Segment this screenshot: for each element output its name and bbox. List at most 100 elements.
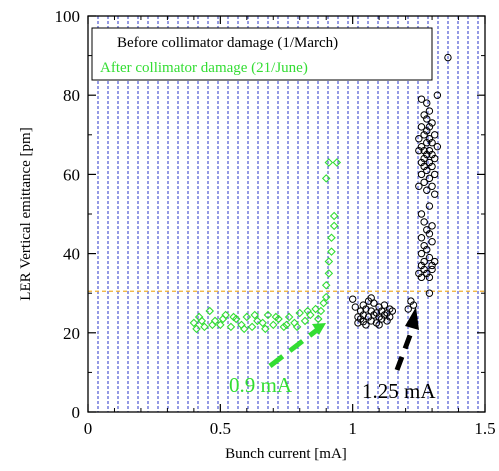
vertical-grid-lines — [97, 16, 479, 412]
data-point-after — [324, 158, 334, 167]
data-point-before — [425, 289, 434, 297]
data-point-after — [321, 174, 331, 183]
data-point-before — [444, 53, 452, 62]
annotation-arrowhead-1-25ma — [405, 307, 419, 330]
data-point-before — [420, 218, 428, 226]
annotation-0-9ma: 0.9 mA — [229, 323, 326, 397]
data-point-before — [425, 230, 434, 238]
data-point-before — [428, 119, 436, 127]
data-point-before — [425, 253, 434, 262]
data-point-before — [425, 273, 434, 282]
data-point-after — [205, 306, 215, 316]
data-point-before — [359, 318, 367, 326]
data-point-before — [417, 123, 426, 131]
series-after-damage — [189, 158, 342, 334]
data-point-after — [197, 316, 207, 326]
data-point-before — [431, 257, 439, 266]
series-before-damage — [348, 53, 452, 329]
y-tick-label: 0 — [72, 403, 81, 422]
data-point-before — [428, 265, 436, 274]
data-point-after — [242, 312, 252, 322]
data-point-after — [303, 306, 312, 316]
data-point-before — [423, 99, 431, 107]
y-tick-label: 100 — [55, 7, 81, 26]
data-point-after — [192, 324, 201, 334]
data-point-before — [417, 249, 426, 258]
data-point-before — [428, 238, 436, 246]
data-point-after — [329, 211, 339, 221]
data-point-after — [329, 221, 339, 231]
data-point-before — [431, 190, 439, 198]
data-point-before — [388, 307, 397, 315]
data-point-after — [261, 324, 270, 334]
legend-label-after: After collimator damage (21/June) — [100, 60, 308, 76]
data-point-after — [274, 314, 283, 324]
data-point-before — [423, 245, 431, 254]
data-point-after — [231, 314, 241, 324]
data-point-before — [380, 301, 389, 309]
data-point-after — [239, 324, 249, 334]
data-point-before — [431, 170, 439, 179]
data-point-after — [319, 298, 328, 308]
data-point-before — [417, 273, 426, 282]
legend-box — [91, 27, 433, 81]
data-point-after — [327, 247, 336, 256]
data-point-before — [351, 303, 360, 311]
data-point-after — [295, 308, 305, 318]
data-point-after — [316, 306, 326, 316]
x-tick-label: 0 — [84, 419, 93, 438]
data-point-after — [300, 316, 310, 326]
data-point-before — [428, 222, 436, 230]
data-point-before — [431, 154, 439, 163]
data-point-after — [189, 318, 199, 328]
data-point-before — [409, 301, 418, 309]
data-point-after — [311, 304, 320, 314]
data-point-before — [425, 107, 434, 115]
data-point-before — [428, 162, 436, 171]
x-tick-label: 1.5 — [474, 419, 495, 438]
data-point-before — [431, 131, 439, 139]
data-point-after — [332, 158, 342, 167]
data-point-after — [268, 320, 278, 330]
data-point-after — [208, 320, 217, 330]
data-point-after — [216, 320, 225, 330]
data-point-before — [425, 202, 434, 210]
data-point-before — [423, 115, 431, 123]
y-tick-label: 80 — [63, 86, 80, 105]
data-point-after — [292, 322, 302, 332]
annotation-1-25ma: 1.25 mA — [362, 307, 436, 403]
annotation-arrow-0-9ma — [268, 328, 319, 368]
data-point-before — [348, 295, 357, 303]
x-tick-label: 1 — [348, 419, 357, 438]
data-point-before — [433, 142, 442, 151]
data-point-before — [386, 313, 394, 321]
y-tick-label: 60 — [63, 165, 80, 184]
annotation-text-1-25ma: 1.25 mA — [362, 379, 436, 403]
data-point-before — [367, 294, 375, 302]
x-tick-label: 0.5 — [210, 419, 231, 438]
data-point-before — [423, 186, 431, 194]
data-point-before — [415, 182, 423, 190]
axis-ticks: 0 0.5 1 1.5 0 20 40 60 80 100 — [55, 7, 496, 438]
data-point-before — [417, 95, 426, 103]
data-point-after — [271, 312, 281, 322]
data-point-after — [253, 316, 262, 326]
data-point-before — [417, 234, 426, 242]
data-point-after — [263, 310, 273, 320]
data-point-before — [428, 139, 436, 147]
data-point-before — [417, 170, 426, 179]
data-point-before — [420, 178, 428, 187]
data-point-before — [423, 166, 431, 175]
data-point-before — [433, 91, 442, 99]
y-axis-label: LER Vertical emittance [pm] — [18, 127, 34, 300]
data-point-after — [324, 257, 334, 266]
legend-label-before: Before collimator damage (1/March) — [117, 35, 338, 51]
data-point-before — [415, 135, 423, 143]
x-axis-label: Bunch current [mA] — [225, 446, 347, 462]
data-point-before — [425, 174, 434, 183]
y-tick-label: 40 — [63, 245, 80, 264]
y-tick-label: 20 — [63, 324, 80, 343]
data-point-before — [417, 210, 426, 218]
data-point-after — [313, 314, 323, 324]
data-point-after — [250, 310, 260, 320]
